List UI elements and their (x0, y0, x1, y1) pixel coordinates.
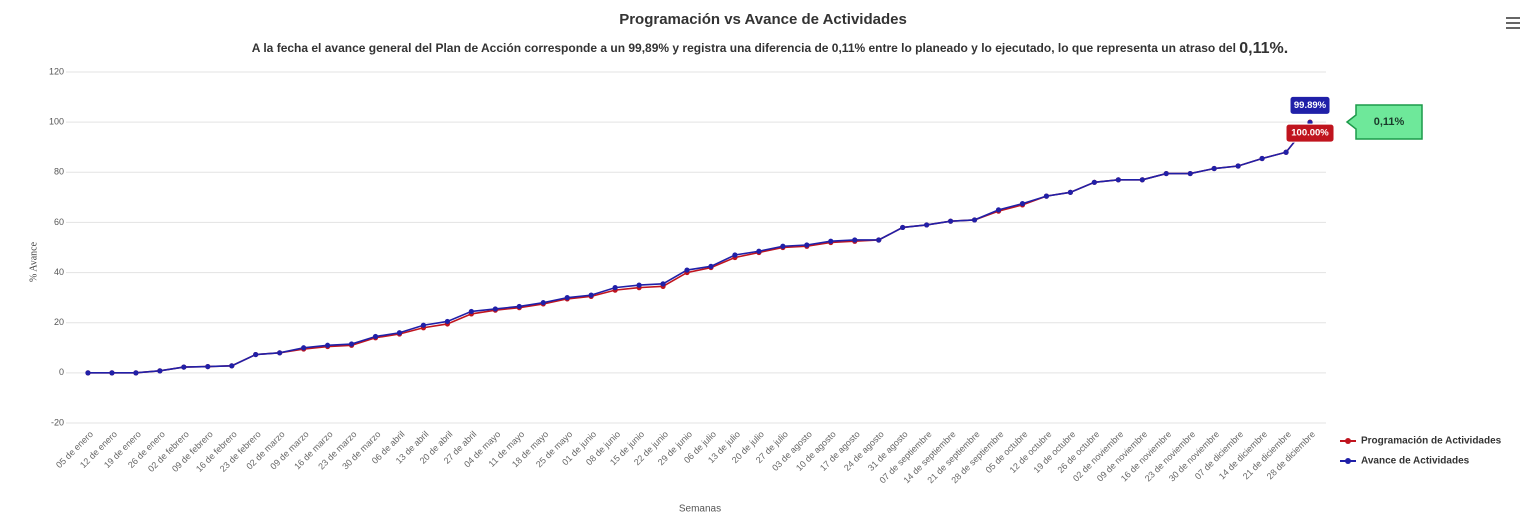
point (684, 267, 690, 273)
point (516, 303, 522, 310)
legend-label: Programación de Actividades (1361, 436, 1502, 447)
point (756, 248, 762, 254)
point (372, 333, 379, 340)
legend-marker (1345, 458, 1351, 464)
point (995, 207, 1002, 213)
subtitle-emphasis: 0,11%. (1239, 40, 1288, 57)
point (660, 281, 666, 287)
point (109, 370, 115, 376)
point (492, 306, 498, 312)
series-line (87, 121, 1311, 374)
point (540, 300, 546, 306)
point (708, 263, 714, 269)
subtitle-text: A la fecha el avance general del Plan de… (252, 41, 1236, 55)
point (612, 285, 618, 291)
point (253, 351, 259, 358)
point (85, 370, 91, 376)
point (468, 308, 474, 315)
point (924, 222, 930, 228)
point (1211, 165, 1217, 172)
point (396, 330, 403, 336)
y-tick-label: 80 (54, 167, 64, 177)
legend-marker (1345, 438, 1351, 444)
point (804, 242, 810, 248)
y-tick-label: 120 (49, 66, 64, 76)
x-axis-label: Semanas (679, 504, 721, 515)
point (277, 350, 283, 356)
point (564, 295, 570, 301)
y-tick-label: 20 (54, 317, 64, 327)
point (1259, 155, 1265, 162)
point (876, 237, 882, 243)
point (588, 292, 594, 298)
point (324, 342, 331, 348)
point (900, 224, 906, 231)
point (947, 218, 954, 224)
point (852, 237, 858, 243)
data-label-box (1289, 95, 1331, 115)
data-label: 100.00% (1291, 128, 1329, 139)
chart-title: Programación vs Avance de Actividades (619, 11, 907, 28)
point (780, 243, 786, 249)
data-label: 99.89% (1294, 100, 1327, 111)
point (1019, 201, 1026, 207)
point (1091, 179, 1097, 185)
point (301, 345, 307, 351)
data-label-box (1285, 123, 1335, 143)
point (420, 322, 427, 328)
y-tick-label: 60 (54, 217, 64, 227)
point (1187, 170, 1193, 177)
chart-subtitle: A la fecha el avance general del Plan de… (252, 40, 1288, 57)
annotation-box (1345, 104, 1423, 140)
point (1043, 193, 1050, 199)
point (971, 217, 978, 223)
point (732, 252, 738, 258)
point (157, 368, 163, 374)
point (133, 370, 139, 376)
legend-label: Avance de Actividades (1361, 456, 1470, 467)
series-line (87, 121, 1311, 374)
y-tick-label: 40 (54, 267, 64, 277)
point (444, 318, 451, 325)
point (229, 363, 235, 369)
point (1163, 170, 1169, 177)
point (1235, 163, 1241, 169)
point (636, 282, 642, 288)
menu-icon[interactable] (1500, 14, 1522, 32)
point (1115, 177, 1121, 183)
point (1139, 177, 1145, 183)
point (348, 341, 355, 347)
y-axis-label: % Avance (28, 241, 39, 282)
y-tick-label: 100 (49, 117, 64, 127)
y-tick-label: -20 (51, 417, 64, 427)
point (1283, 149, 1289, 155)
annotation-text: 0,11% (1374, 116, 1405, 128)
y-tick-label: 0 (59, 367, 64, 377)
point (828, 238, 834, 244)
point (205, 363, 211, 370)
point (1067, 189, 1074, 195)
point (181, 364, 187, 370)
